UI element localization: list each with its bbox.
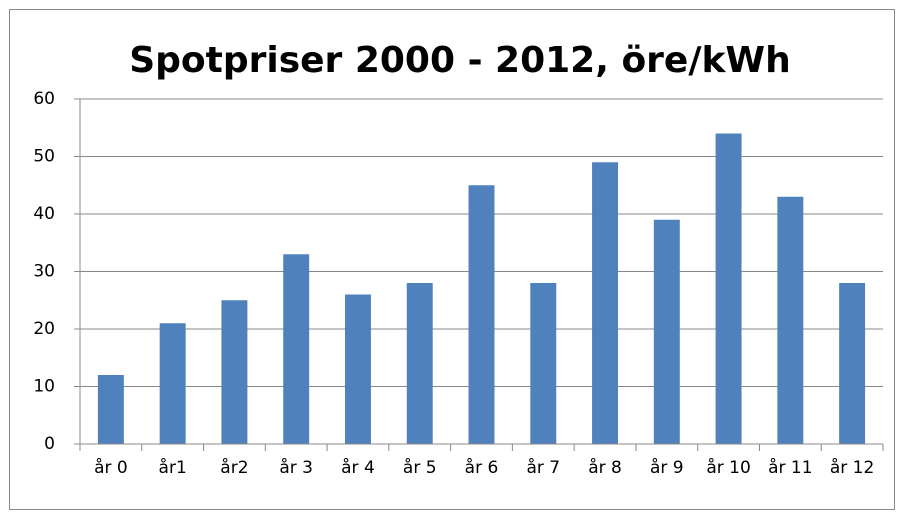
x-tick-label: år 12 <box>830 457 874 478</box>
bar <box>406 283 433 444</box>
chart-frame <box>9 9 895 510</box>
x-tick-label: år 4 <box>341 457 375 478</box>
chart-title: Spotpriser 2000 - 2012, öre/kWh <box>129 40 791 81</box>
x-tick-label: år2 <box>220 457 248 478</box>
bar <box>97 375 124 444</box>
x-tick-label: år 3 <box>279 457 313 478</box>
bar <box>592 162 619 444</box>
x-tick-label: år 9 <box>650 457 684 478</box>
bar <box>344 294 371 444</box>
y-tick-label: 0 <box>44 434 55 454</box>
bar <box>283 254 310 444</box>
x-tick-label: år 0 <box>94 457 128 478</box>
bar <box>653 219 680 444</box>
bar <box>468 185 495 444</box>
bar <box>839 283 866 444</box>
x-tick-label: år 6 <box>465 457 499 478</box>
x-tick-label: år 11 <box>768 457 812 478</box>
x-tick-label: år 8 <box>588 457 622 478</box>
bar <box>530 283 557 444</box>
x-tick-label: år1 <box>159 457 187 478</box>
y-tick-label: 50 <box>33 147 55 167</box>
y-tick-label: 60 <box>33 89 55 109</box>
bar <box>221 300 248 444</box>
bar <box>777 196 804 444</box>
bar <box>715 133 742 444</box>
bar <box>159 323 186 444</box>
y-tick-label: 40 <box>33 204 55 224</box>
x-tick-label: år 5 <box>403 457 437 478</box>
y-tick-label: 20 <box>33 319 55 339</box>
x-tick-label: år 7 <box>526 457 560 478</box>
y-tick-label: 10 <box>33 377 55 397</box>
y-tick-label: 30 <box>33 262 55 282</box>
x-tick-label: år 10 <box>706 457 750 478</box>
